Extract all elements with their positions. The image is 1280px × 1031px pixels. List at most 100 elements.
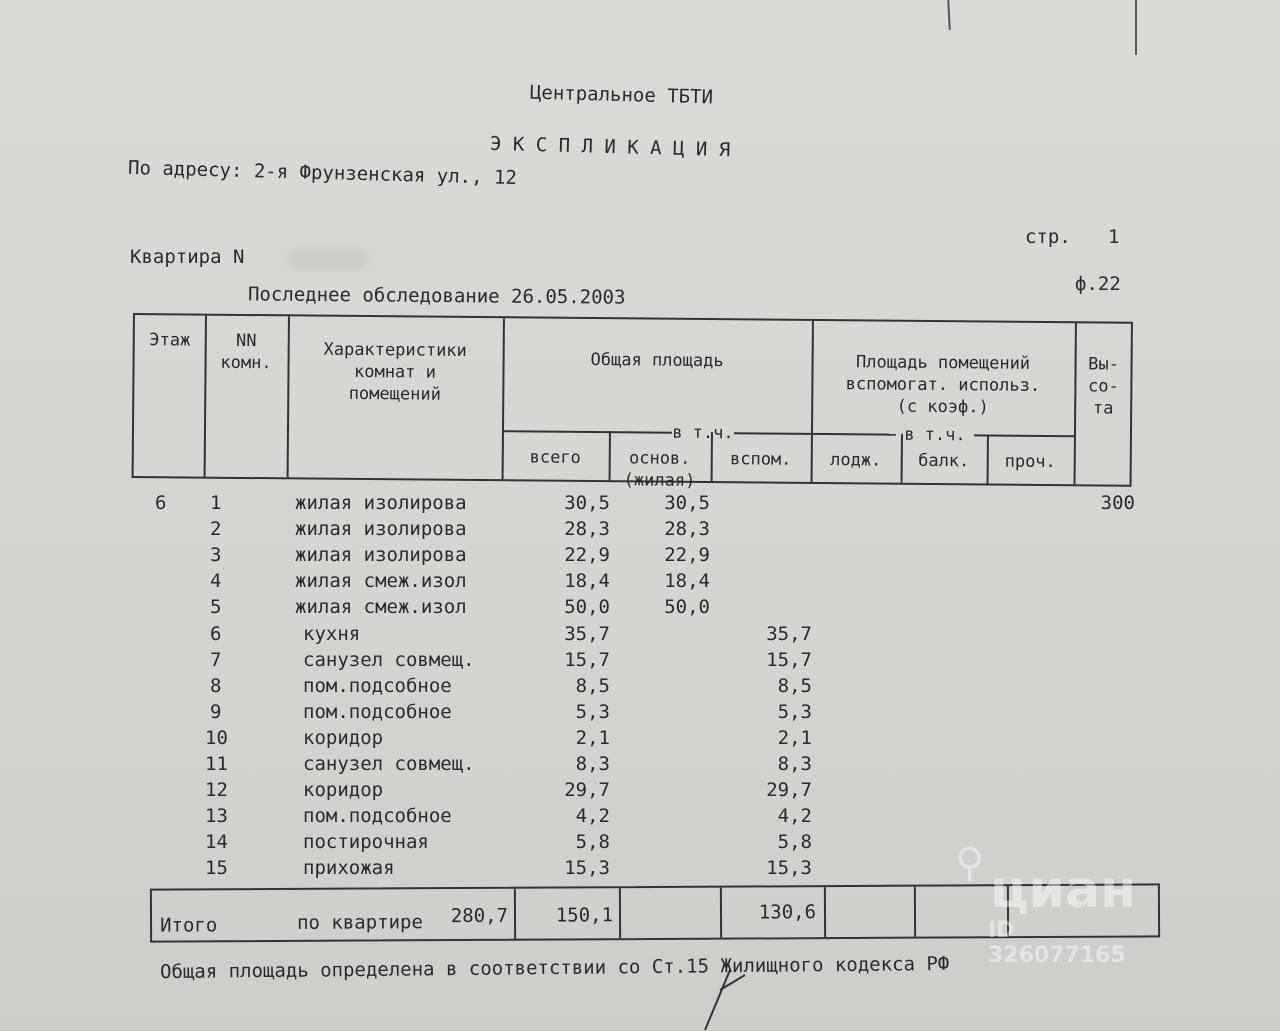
organization: Центральное ТБТИ — [529, 81, 714, 109]
cell-name: кухня — [303, 622, 361, 645]
col-height-line: та — [1092, 398, 1114, 419]
table-row: 2 жилая изолирова 28,3 28,3 — [0, 518, 1280, 544]
cell-aux: 8,3 — [777, 753, 812, 775]
cell-aux: 8,5 — [777, 674, 812, 697]
cell-total: 29,7 — [564, 779, 610, 802]
col-aux: вспом. — [729, 449, 792, 470]
col-characteristics: Характеристики комнат и помещений — [287, 338, 503, 406]
cell-aux: 29,7 — [766, 779, 812, 802]
cell-name: постирочная — [303, 831, 429, 854]
document-title: Э К С П Л И К А Ц И Я — [489, 132, 731, 162]
cell-no: 6 — [210, 622, 222, 645]
signature-mark — [704, 969, 746, 1031]
table-row: 8 пом.подсобное 8,5 8,5 — [0, 675, 1280, 701]
cell-total: 35,7 — [564, 622, 610, 645]
watermark-id: ID 326077165 — [988, 918, 1126, 968]
table-row: 10 коридор 2,1 2,1 — [0, 727, 1280, 753]
last-survey: Последнее обследование 26.05.2003 — [247, 283, 626, 309]
table-row: 14 постирочная 5,8 5,8 — [0, 831, 1280, 857]
incl2-label: в т.ч. — [904, 424, 966, 446]
col-room-no-line: NN — [235, 330, 257, 352]
paper-edge — [1135, 0, 1137, 55]
cell-total: 4,2 — [575, 805, 610, 828]
cell-name: пом.подсобное — [303, 674, 452, 697]
cell-total: 15,7 — [564, 648, 610, 671]
cell-no: 10 — [205, 726, 228, 749]
totals-aux: 130,6 — [758, 901, 817, 924]
table-row: 13 пом.подсобное 4,2 4,2 — [0, 805, 1280, 831]
cell-aux: 2,1 — [777, 726, 812, 749]
cell-no: 2 — [210, 518, 222, 541]
form-number: ф.22 — [1075, 273, 1121, 295]
col-characteristics-line: комнат и — [353, 361, 437, 383]
cell-main: 18,4 — [664, 570, 710, 593]
col-characteristics-line: помещений — [348, 383, 441, 405]
cell-total: 28,3 — [564, 518, 610, 541]
page-label: стр. — [1025, 226, 1071, 248]
cell-total: 30,5 — [564, 492, 610, 514]
cell-total: 50,0 — [564, 596, 610, 619]
cell-main: 30,5 — [664, 492, 710, 514]
cell-no: 7 — [210, 648, 222, 671]
col-balcony: балк. — [918, 450, 970, 472]
col-floor: Этаж — [149, 330, 191, 351]
cell-total: 18,4 — [564, 570, 610, 593]
cell-name: коридор — [303, 726, 384, 749]
footer-note: Общая площадь определена в соответствии … — [159, 952, 950, 984]
cell-name: санузел совмещ. — [303, 648, 475, 671]
cell-total: 5,3 — [575, 700, 610, 723]
cell-aux: 15,7 — [766, 648, 812, 671]
cell-total: 5,8 — [575, 831, 610, 854]
cell-no: 15 — [205, 857, 228, 880]
totals-scope: по квартире — [296, 911, 423, 934]
col-room-no: NN комн. — [204, 330, 287, 375]
col-characteristics-line: Характеристики — [323, 339, 467, 361]
col-aux-area-line: Площадь помещений — [856, 352, 1031, 374]
table-row: 12 коридор 29,7 29,7 — [0, 779, 1280, 805]
cell-no: 3 — [210, 544, 222, 567]
cell-name: коридор — [303, 779, 384, 802]
paper-edge — [947, 0, 951, 31]
col-main-line: основ. — [628, 448, 691, 469]
cell-no: 8 — [210, 674, 222, 697]
col-main-line: (жилая) — [623, 470, 696, 491]
cell-height: 300 — [1100, 492, 1135, 514]
cell-name: жилая смеж.изол — [295, 596, 467, 619]
table-row: 15 прихожая 15,3 15,3 — [0, 857, 1280, 883]
table-row: 3 жилая изолирова 22,9 22,9 — [0, 544, 1280, 570]
cell-aux: 5,3 — [777, 700, 812, 723]
col-loggia: лодж. — [830, 450, 882, 471]
table-row: 11 санузел совмещ. 8,3 8,3 — [0, 753, 1280, 779]
cell-name: жилая изолирова — [295, 518, 467, 541]
col-aux-area-line: (с коэф.) — [896, 396, 989, 418]
table-row: 9 пом.подсобное 5,3 5,3 — [0, 701, 1280, 727]
cell-name: жилая смеж.изол — [295, 570, 467, 593]
cell-name: жилая изолирова — [295, 492, 467, 514]
cell-total: 2,1 — [575, 726, 610, 749]
cell-no: 14 — [205, 831, 228, 854]
address: По адресу: 2-я Фрунзенская ул., 12 — [127, 156, 518, 190]
apartment-label: Квартира N — [130, 246, 245, 268]
location-pin-icon: ⚲ — [955, 840, 985, 886]
col-aux-area-line: вспомогат. использ. — [845, 374, 1041, 396]
cell-no: 9 — [210, 700, 222, 723]
cell-total: 8,3 — [575, 753, 610, 775]
col-aux-area: Площадь помещений вспомогат. использ. (с… — [811, 351, 1075, 419]
cell-main: 22,9 — [664, 544, 710, 567]
col-height-line: Вы- — [1088, 354, 1120, 375]
col-main: основ. (жилая) — [608, 447, 710, 492]
cell-total: 15,3 — [564, 857, 610, 880]
cell-aux: 15,3 — [766, 857, 812, 880]
cell-main: 28,3 — [664, 518, 710, 541]
table-row: 6 1 жилая изолирова 30,5 30,5 300 — [0, 492, 1280, 518]
col-room-no-line: комн. — [220, 352, 272, 374]
cell-aux: 4,2 — [777, 805, 812, 828]
col-total-area: Общая площадь — [590, 349, 724, 372]
cell-floor: 6 — [155, 492, 167, 514]
cell-name: жилая изолирова — [295, 544, 467, 567]
cell-no: 1 — [210, 492, 222, 514]
col-height: Вы- со- та — [1074, 353, 1133, 420]
totals-label: Итого — [160, 914, 218, 937]
page-number: 1 — [1108, 226, 1120, 248]
col-other: проч. — [1004, 451, 1056, 473]
